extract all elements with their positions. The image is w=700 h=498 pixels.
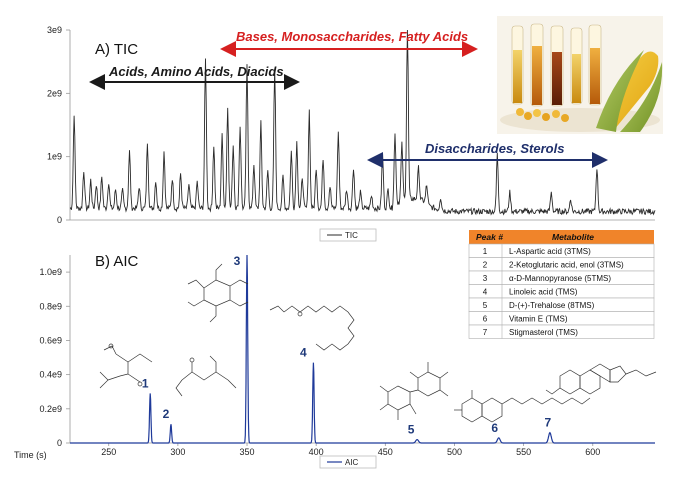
aic-x-tick-labels: 250 300 350 400 450 500 550 600 xyxy=(101,443,600,457)
aic-y-tick-label: 0 xyxy=(57,438,62,448)
aic-y-tick-label: 0.4e9 xyxy=(39,370,62,380)
table-cell-peak: 2 xyxy=(483,261,488,270)
tic-panel-title: A) TIC xyxy=(95,41,138,58)
tic-y-tick-labels: 3e9 2e9 1e9 0 xyxy=(47,25,70,225)
annotation-bases: Bases, Monosaccharides, Fatty Acids xyxy=(236,29,468,44)
structure-stigmasterol xyxy=(545,363,657,395)
aic-x-tick-label: 500 xyxy=(447,447,462,457)
tic-y-tick-label: 0 xyxy=(57,215,62,225)
metabolite-table-header-peak: Peak # xyxy=(476,232,503,242)
corn-and-oil-bottles-photo xyxy=(497,16,663,134)
aic-y-tick-label: 1.0e9 xyxy=(39,267,62,277)
table-cell-peak: 4 xyxy=(483,288,488,297)
table-cell-peak: 7 xyxy=(483,328,488,337)
aic-y-tick-label: 0.8e9 xyxy=(39,301,62,311)
aic-x-tick-label: 400 xyxy=(309,447,324,457)
table-cell-metabolite: L-Aspartic acid (3TMS) xyxy=(509,247,591,256)
table-cell-metabolite: Linoleic acid (TMS) xyxy=(509,288,578,297)
structure-mannopyranose xyxy=(187,263,249,323)
metabolite-table-rows: 1 L-Aspartic acid (3TMS) 2 2-Ketoglutaric a… xyxy=(468,243,655,339)
aic-peak-labels: 1 2 3 4 5 6 7 xyxy=(142,254,552,437)
annotation-disaccharides: Disaccharides, Sterols xyxy=(425,141,564,156)
table-cell-peak: 3 xyxy=(483,274,488,283)
table-cell-peak: 6 xyxy=(483,315,488,324)
tic-y-tick-label: 2e9 xyxy=(47,88,62,98)
annotation-acids: Acids, Amino Acids, Diacids xyxy=(108,64,284,79)
metabolite-table-header-metabolite: Metabolite xyxy=(552,232,594,242)
aic-x-tick-label: 600 xyxy=(585,447,600,457)
structure-linoleic-acid xyxy=(269,305,355,351)
table-cell-metabolite: D-(+)-Trehalose (8TMS) xyxy=(509,301,595,310)
metabolite-table: Peak # Metabolite 1 L-Aspartic acid (3TMS… xyxy=(468,230,655,339)
aic-x-tick-label: 450 xyxy=(378,447,393,457)
aic-y-tick-labels: 1.0e9 0.8e9 0.6e9 0.4e9 0.2e9 0 xyxy=(39,267,70,448)
tic-y-tick-label: 3e9 xyxy=(47,25,62,35)
table-cell-metabolite: Stigmasterol (TMS) xyxy=(509,328,578,337)
tic-legend: TIC xyxy=(319,228,377,242)
tic-panel: 3e9 2e9 1e9 0 A) TIC Bases, Monosaccharides… xyxy=(47,16,663,242)
aic-peak-label: 2 xyxy=(163,407,170,421)
table-cell-metabolite: α-D-Mannopyranose (5TMS) xyxy=(509,274,611,283)
aic-x-axis-label: Time (s) xyxy=(14,450,47,460)
aic-peak-label: 4 xyxy=(300,346,307,360)
tic-y-tick-label: 1e9 xyxy=(47,152,62,162)
structure-aspartic-acid xyxy=(99,343,153,389)
aic-trace-line xyxy=(70,254,655,444)
table-cell-metabolite: Vitamin E (TMS) xyxy=(509,315,568,324)
aic-peak-label: 7 xyxy=(545,416,552,430)
aic-peak-label: 3 xyxy=(234,254,241,268)
aic-peak-label: 5 xyxy=(408,423,415,437)
aic-peak-label: 6 xyxy=(491,421,498,435)
aic-x-tick-label: 300 xyxy=(170,447,185,457)
svg-text:TIC: TIC xyxy=(345,231,358,240)
aic-panel: 1.0e9 0.8e9 0.6e9 0.4e9 0.2e9 0 250 300 350 400 4… xyxy=(14,230,657,469)
table-cell-peak: 5 xyxy=(483,301,488,310)
aic-panel-title: B) AIC xyxy=(95,253,139,270)
aic-x-tick-label: 550 xyxy=(516,447,531,457)
metabolite-table-header-bg xyxy=(469,230,654,244)
structure-trehalose xyxy=(379,362,449,420)
aic-legend: AIC xyxy=(319,455,377,469)
table-row xyxy=(468,324,655,339)
aic-x-tick-label: 350 xyxy=(240,447,255,457)
table-cell-metabolite: 2-Ketoglutaric acid, enol (3TMS) xyxy=(509,261,624,270)
aic-peak-label: 1 xyxy=(142,376,149,390)
table-cell-peak: 1 xyxy=(483,247,488,256)
structure-vitamin-e xyxy=(454,390,591,423)
aic-y-tick-label: 0.6e9 xyxy=(39,335,62,345)
structure-ketoglutaric-acid xyxy=(175,355,237,397)
tic-trace-line xyxy=(69,29,656,216)
svg-text:AIC: AIC xyxy=(345,458,359,467)
aic-x-tick-label: 250 xyxy=(101,447,116,457)
aic-y-tick-label: 0.2e9 xyxy=(39,404,62,414)
